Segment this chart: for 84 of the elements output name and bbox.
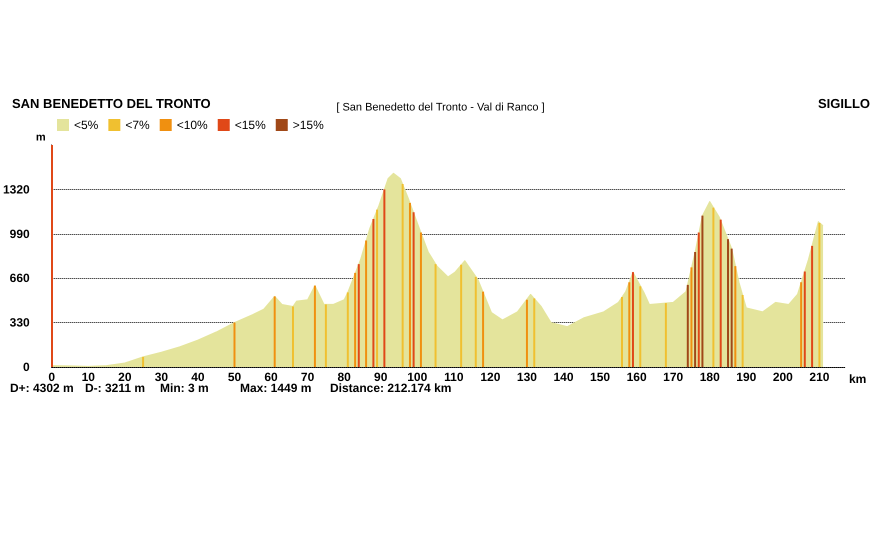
text: SIGILLO [818,96,870,111]
bar [142,356,144,367]
y-tick-label: 0 [23,360,30,374]
legend-label: <7% [125,118,150,132]
bar [383,189,386,367]
bar [482,292,484,367]
chart-title: [ San Benedetto del Tronto - Val di Ranco ] [336,102,545,114]
bar [408,202,411,367]
bar [372,219,374,367]
bar [412,212,415,367]
bar [354,272,356,367]
bar [324,304,327,367]
text: Min: 3 m [160,381,209,395]
x-tick-label: 50 [228,370,242,384]
bar [734,266,736,367]
bar [346,292,349,367]
bar [818,223,820,367]
bar [376,210,378,367]
x-tick-label: 0 [48,370,56,384]
bar [620,297,623,367]
x-tick-label: 200 [772,370,794,384]
bar [460,264,462,367]
x-tick-label: 130 [516,370,538,384]
text: D+: 4302 m [10,381,74,395]
y-tick-label: 330 [10,316,30,330]
bar [694,252,696,367]
x-tick-label: 160 [626,370,647,384]
bar [402,184,404,367]
bar [358,264,360,367]
x-tick-label: 120 [480,370,501,384]
x-tick-label: 10 [82,370,96,384]
bar [698,232,700,367]
x-axis-title: km [849,372,866,386]
bar [533,298,536,367]
bar [742,295,744,367]
x-tick-label: 60 [264,370,278,384]
x-tick-label: 210 [809,370,830,384]
bar [811,246,814,367]
x-tick-label: 80 [337,370,352,384]
bar [474,276,477,367]
x-tick-label: 90 [374,370,388,384]
x-tick-label: 190 [736,370,757,384]
y-axis-title: m [36,132,46,144]
y-tick-label: 1320 [2,182,30,196]
bar [365,240,368,367]
text: Max: 1449 m [240,381,312,395]
bar [632,272,634,367]
bar [314,286,316,367]
bar [639,286,642,367]
bar [720,220,722,367]
text: Distance: 212.174 km [330,381,452,395]
bar [727,239,730,367]
y-tick-label: 660 [10,271,30,286]
bar [274,296,276,367]
bar [800,282,802,367]
legend-label: <15% [234,118,266,132]
legend-label: <10% [176,118,208,132]
legend-label: >15% [292,118,324,132]
x-tick-label: 110 [444,370,464,384]
x-tick-label: 70 [300,370,315,384]
x-tick-label: 100 [407,370,428,384]
bar [292,306,294,367]
bar [712,208,714,367]
text: SAN BENEDETTO DEL TRONTO [12,96,211,111]
bar [233,322,236,367]
bar [701,216,704,367]
x-tick-label: 140 [553,370,574,384]
x-tick-label: 170 [663,370,684,384]
x-tick-label: 30 [154,370,168,384]
bar [664,303,667,367]
bar [690,267,692,367]
legend-label: <5% [74,118,99,132]
bar [434,264,437,367]
x-tick-label: 40 [191,370,205,384]
bar [628,282,630,367]
bar [526,300,528,367]
text: D-: 3211 m [85,381,146,395]
y-tick-label: 990 [10,226,30,241]
x-tick-label: 180 [700,370,720,384]
bar [686,284,689,367]
x-tick-label: 20 [118,370,132,384]
x-tick-label: 150 [590,370,610,384]
bar [804,271,806,367]
bar [420,232,422,367]
